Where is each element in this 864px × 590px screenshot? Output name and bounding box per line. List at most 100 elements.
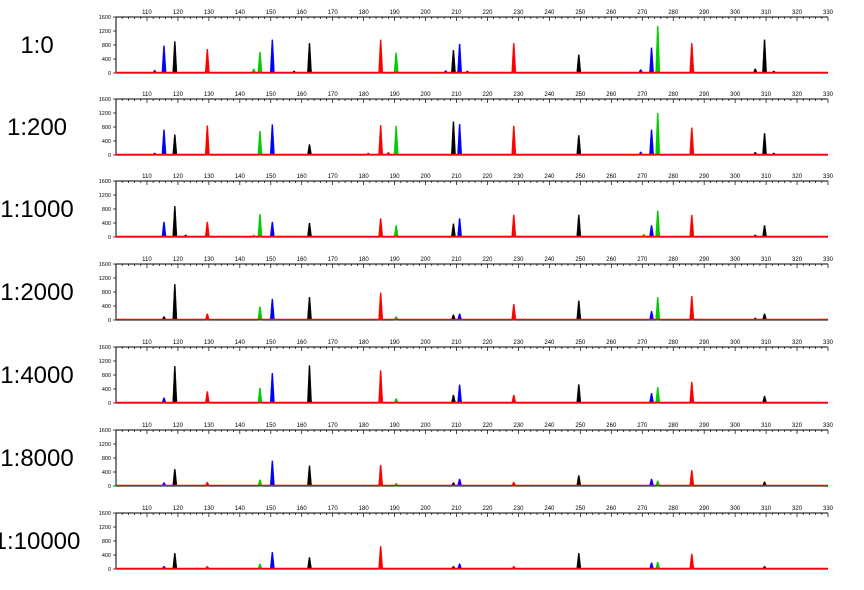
y-tick-label: 0 [108, 318, 111, 324]
x-tick-label: 300 [730, 506, 741, 512]
x-tick-label: 110 [142, 340, 152, 346]
x-tick-label: 280 [668, 506, 679, 512]
peak-green [655, 25, 661, 74]
x-tick-label: 260 [606, 92, 617, 98]
y-tick-label: 0 [108, 401, 111, 407]
x-tick-label: 180 [359, 506, 370, 512]
x-tick-label: 160 [297, 423, 308, 429]
dilution-label: 1:8000 [0, 445, 73, 472]
x-tick-label: 140 [235, 423, 246, 429]
x-tick-label: 210 [452, 174, 463, 180]
x-tick-label: 120 [173, 506, 184, 512]
x-tick-label: 290 [699, 506, 710, 512]
peak-blue [457, 124, 463, 156]
x-tick-label: 120 [173, 423, 184, 429]
panel-2: 1:200 110 120 130 140 150 160 170 180 190 200 210 22… [7, 92, 834, 159]
peak-black [762, 133, 767, 156]
peak-green [393, 125, 399, 156]
x-tick-label: 260 [606, 340, 617, 346]
dilution-label: 1:4000 [0, 362, 73, 389]
peak-black [172, 366, 178, 404]
x-tick-label: 230 [513, 340, 524, 346]
peak-blue [161, 45, 167, 74]
peak-blue [269, 460, 275, 487]
x-tick-label: 180 [359, 340, 370, 346]
x-tick-label: 270 [637, 174, 648, 180]
x-tick-label: 130 [204, 506, 215, 512]
peak-black [307, 144, 312, 156]
peak-red [511, 214, 517, 238]
panel-1: 1:0 110 120 130 140 150 160 170 180 190 200 210 220 2… [20, 10, 833, 77]
peak-green [393, 52, 399, 74]
peak-blue [649, 311, 654, 321]
x-tick-label: 300 [730, 10, 741, 16]
x-tick-label: 220 [482, 257, 493, 263]
y-tick-label: 1200 [99, 359, 111, 365]
x-tick-label: 160 [297, 257, 308, 263]
x-tick-label: 330 [823, 10, 834, 16]
peak-black [451, 50, 456, 74]
x-tick-label: 240 [544, 257, 555, 263]
y-tick-label: 800 [102, 207, 111, 213]
x-tick-label: 330 [823, 257, 834, 263]
x-tick-label: 230 [513, 423, 524, 429]
x-tick-label: 300 [730, 92, 741, 98]
y-tick-label: 400 [102, 139, 111, 145]
peak-red [378, 546, 384, 570]
x-tick-label: 300 [730, 423, 741, 429]
peak-blue [649, 393, 654, 404]
x-tick-label: 210 [452, 506, 463, 512]
x-tick-label: 190 [390, 340, 401, 346]
dilution-label: 1:10000 [0, 528, 80, 555]
x-tick-label: 310 [761, 10, 772, 16]
peak-black [576, 214, 582, 238]
peak-green [257, 387, 263, 404]
peak-black [451, 121, 456, 156]
x-tick-label: 150 [266, 506, 277, 512]
x-tick-label: 320 [792, 10, 803, 16]
x-tick-label: 220 [482, 92, 493, 98]
x-tick-label: 320 [792, 257, 803, 263]
y-tick-label: 1600 [99, 97, 111, 103]
peak-green [655, 387, 661, 404]
x-tick-label: 190 [390, 174, 401, 180]
x-tick-label: 110 [142, 92, 152, 98]
y-tick-label: 0 [108, 567, 111, 573]
peak-blue [269, 373, 275, 404]
peak-red [511, 304, 517, 321]
peak-red [204, 125, 210, 156]
x-tick-label: 270 [637, 10, 648, 16]
x-tick-label: 180 [359, 423, 370, 429]
x-tick-label: 120 [173, 257, 184, 263]
x-tick-label: 300 [730, 174, 741, 180]
x-tick-label: 250 [575, 174, 586, 180]
x-tick-label: 310 [761, 506, 772, 512]
x-tick-label: 200 [421, 92, 432, 98]
x-tick-label: 110 [142, 10, 152, 16]
x-tick-label: 270 [637, 340, 648, 346]
x-tick-label: 210 [452, 92, 463, 98]
x-tick-label: 120 [173, 92, 184, 98]
peak-blue [457, 218, 463, 238]
x-tick-label: 190 [390, 10, 401, 16]
peak-red [378, 370, 384, 404]
x-tick-label: 170 [328, 506, 339, 512]
x-tick-label: 150 [266, 92, 277, 98]
x-tick-label: 240 [544, 92, 555, 98]
peak-black [576, 553, 582, 570]
x-tick-label: 250 [575, 506, 586, 512]
x-tick-label: 140 [235, 92, 246, 98]
peak-black [172, 41, 178, 74]
x-tick-label: 230 [513, 10, 524, 16]
y-tick-label: 800 [102, 125, 111, 131]
y-tick-label: 400 [102, 57, 111, 63]
x-tick-label: 320 [792, 340, 803, 346]
peak-red [689, 43, 695, 74]
x-tick-label: 210 [452, 340, 463, 346]
peak-black [307, 43, 312, 74]
peak-red [689, 553, 695, 570]
y-tick-label: 400 [102, 387, 111, 393]
x-tick-label: 270 [637, 423, 648, 429]
peak-black [576, 475, 582, 487]
